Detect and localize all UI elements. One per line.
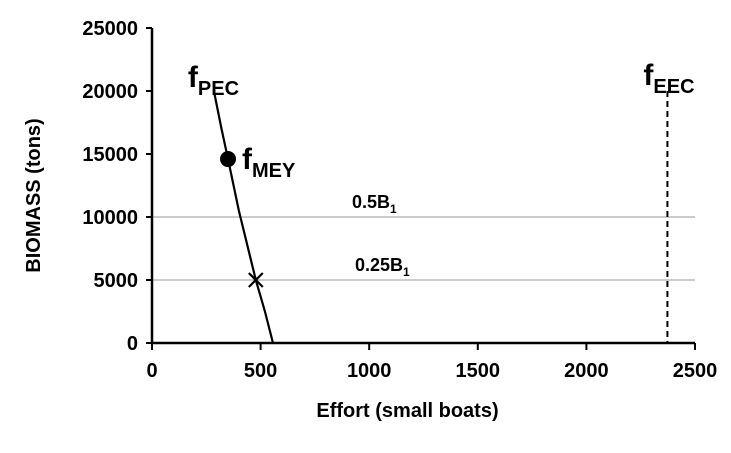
y-tick-label: 20000	[82, 81, 138, 103]
annotation-eec: fEEC	[643, 59, 694, 98]
y-axis-label: BIOMASS (tons)	[23, 118, 45, 272]
x-tick-label: 500	[244, 360, 277, 382]
reference-label: 0.5B1	[352, 192, 397, 216]
x-tick-label: 2000	[564, 360, 609, 382]
x-tick-label: 0	[146, 360, 157, 382]
x-marker	[248, 272, 264, 288]
x-axis-label: Effort (small boats)	[316, 400, 498, 422]
x-tick-label: 1500	[456, 360, 501, 382]
x-tick-label: 1000	[347, 360, 392, 382]
mey-point	[220, 151, 237, 168]
y-tick-label: 10000	[82, 207, 138, 229]
reference-label: 0.25B1	[355, 255, 410, 279]
annotation-pec: fPEC	[188, 61, 239, 100]
y-tick-label: 5000	[94, 270, 139, 292]
y-tick-label: 25000	[82, 18, 138, 40]
x-tick-label: 2500	[673, 360, 718, 382]
series-line	[212, 90, 275, 344]
y-tick-label: 0	[127, 333, 138, 355]
annotation-mey: fMEY	[242, 143, 296, 182]
y-tick-label: 15000	[82, 144, 138, 166]
